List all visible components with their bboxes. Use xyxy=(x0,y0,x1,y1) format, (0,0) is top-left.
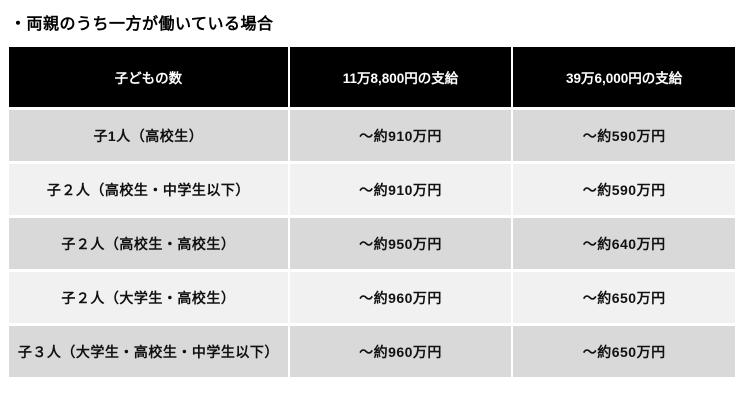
cell-children: 子２人（高校生・高校生） xyxy=(9,218,288,269)
cell-children: 子1人（高校生） xyxy=(9,110,288,161)
cell-payment-118800: 〜約960万円 xyxy=(289,272,512,323)
cell-children: 子２人（高校生・中学生以下） xyxy=(9,164,288,215)
column-header-2: 39万6,000円の支給 xyxy=(513,47,735,107)
cell-payment-118800: 〜約960万円 xyxy=(289,326,512,377)
cell-payment-396000: 〜約650万円 xyxy=(513,326,735,377)
table-row: 子３人（大学生・高校生・中学生以下） 〜約960万円 〜約650万円 xyxy=(9,326,735,377)
column-header-1: 11万8,800円の支給 xyxy=(289,47,512,107)
table-body: 子1人（高校生） 〜約910万円 〜約590万円 子２人（高校生・中学生以下） 〜約91… xyxy=(9,110,735,377)
cell-payment-118800: 〜約950万円 xyxy=(289,218,512,269)
table-row: 子２人（高校生・高校生） 〜約950万円 〜約640万円 xyxy=(9,218,735,269)
cell-payment-396000: 〜約650万円 xyxy=(513,272,735,323)
cell-payment-396000: 〜約590万円 xyxy=(513,110,735,161)
cell-children: 子２人（大学生・高校生） xyxy=(9,272,288,323)
cell-children: 子３人（大学生・高校生・中学生以下） xyxy=(9,326,288,377)
cell-payment-118800: 〜約910万円 xyxy=(289,164,512,215)
table-row: 子２人（大学生・高校生） 〜約960万円 〜約650万円 xyxy=(9,272,735,323)
table-header-row: 子どもの数 11万8,800円の支給 39万6,000円の支給 xyxy=(9,47,735,107)
cell-payment-396000: 〜約590万円 xyxy=(513,164,735,215)
cell-payment-118800: 〜約910万円 xyxy=(289,110,512,161)
column-header-0: 子どもの数 xyxy=(9,47,288,107)
table-row: 子２人（高校生・中学生以下） 〜約910万円 〜約590万円 xyxy=(9,164,735,215)
table-row: 子1人（高校生） 〜約910万円 〜約590万円 xyxy=(9,110,735,161)
table-header: 子どもの数 11万8,800円の支給 39万6,000円の支給 xyxy=(9,47,735,107)
income-limit-table: 子どもの数 11万8,800円の支給 39万6,000円の支給 子1人（高校生） 〜約… xyxy=(7,44,737,380)
cell-payment-396000: 〜約640万円 xyxy=(513,218,735,269)
page-title: ・両親のうち一方が働いている場合 xyxy=(10,16,274,33)
